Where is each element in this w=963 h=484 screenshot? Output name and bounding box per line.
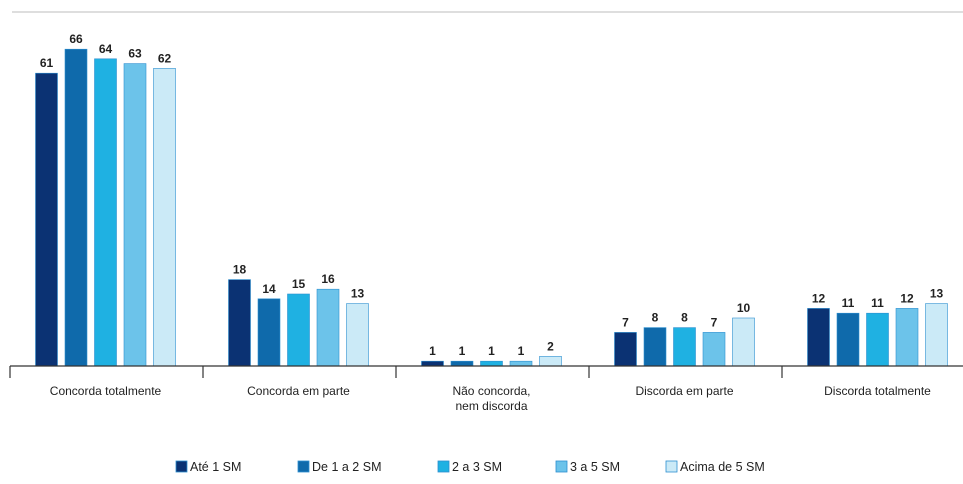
bar-3-3 bbox=[702, 332, 726, 367]
bar-4-4 bbox=[925, 303, 948, 367]
data-label-4-3: 12 bbox=[900, 291, 914, 305]
category-label-4: Discorda totalmente bbox=[824, 384, 931, 398]
legend-swatch-3 bbox=[555, 460, 568, 473]
legend: Até 1 SM De 1 a 2 SM 2 a 3 SM 3 a 5 SM Acima… bbox=[175, 460, 765, 474]
data-label-0-1: 66 bbox=[69, 32, 83, 46]
data-label-0-2: 64 bbox=[99, 42, 113, 56]
bar-0-4 bbox=[153, 68, 176, 367]
bar-1-1 bbox=[257, 298, 281, 367]
category-label-2-line0: Não concorda, bbox=[452, 384, 530, 398]
bar-3-0 bbox=[614, 332, 637, 367]
legend-label-1: De 1 a 2 SM bbox=[312, 460, 381, 474]
data-label-3-3: 7 bbox=[711, 315, 718, 329]
bar-2-3 bbox=[509, 360, 533, 367]
bar-4-2 bbox=[866, 312, 889, 367]
data-label-0-0: 61 bbox=[40, 56, 54, 70]
data-label-0-3: 63 bbox=[128, 47, 142, 61]
data-label-2-1: 1 bbox=[459, 344, 466, 358]
data-label-4-1: 11 bbox=[842, 296, 855, 310]
legend-swatch-1 bbox=[297, 460, 310, 473]
bar-2-1 bbox=[450, 360, 474, 367]
bar-4-0 bbox=[807, 308, 830, 367]
data-label-2-3: 1 bbox=[518, 344, 525, 358]
category-labels: Concorda totalmente Concorda em parte Não … bbox=[50, 384, 931, 413]
bar-0-3 bbox=[123, 63, 147, 367]
legend-swatch-2 bbox=[437, 460, 450, 473]
bar-1-4 bbox=[346, 303, 369, 367]
legend-label-4: Acima de 5 SM bbox=[680, 460, 765, 474]
data-label-2-2: 1 bbox=[488, 344, 495, 358]
legend-swatch-0 bbox=[175, 460, 188, 473]
data-label-1-4: 13 bbox=[351, 287, 365, 301]
data-label-2-0: 1 bbox=[429, 344, 436, 358]
data-label-1-2: 15 bbox=[292, 277, 306, 291]
bars-layer bbox=[35, 48, 948, 367]
data-label-4-4: 13 bbox=[930, 287, 944, 301]
bar-3-1 bbox=[643, 327, 667, 367]
bar-1-2 bbox=[287, 293, 310, 367]
bar-2-2 bbox=[480, 360, 503, 367]
category-label-2-line1: nem discorda bbox=[455, 399, 527, 413]
data-label-3-0: 7 bbox=[622, 315, 629, 329]
data-label-2-4: 2 bbox=[547, 339, 554, 353]
bar-0-0 bbox=[35, 72, 58, 367]
legend-swatch-4 bbox=[665, 460, 678, 473]
data-label-1-1: 14 bbox=[262, 282, 276, 296]
category-label-1: Concorda em parte bbox=[247, 384, 350, 398]
data-label-3-2: 8 bbox=[681, 311, 688, 325]
legend-label-3: 3 a 5 SM bbox=[570, 460, 620, 474]
bar-3-2 bbox=[673, 327, 696, 367]
bar-0-1 bbox=[64, 48, 88, 367]
data-label-1-0: 18 bbox=[233, 263, 247, 277]
bar-1-3 bbox=[316, 288, 340, 367]
bar-3-4 bbox=[732, 317, 755, 367]
legend-label-2: 2 a 3 SM bbox=[452, 460, 502, 474]
data-label-3-1: 8 bbox=[652, 311, 659, 325]
bar-1-0 bbox=[228, 279, 251, 367]
data-label-1-3: 16 bbox=[321, 272, 335, 286]
bar-2-0 bbox=[421, 360, 444, 367]
data-label-4-0: 12 bbox=[812, 291, 826, 305]
x-axis bbox=[9, 365, 963, 378]
bar-4-1 bbox=[836, 312, 860, 367]
data-label-4-2: 11 bbox=[871, 296, 884, 310]
data-label-0-4: 62 bbox=[158, 51, 172, 65]
bar-0-2 bbox=[94, 58, 117, 367]
bar-2-4 bbox=[539, 356, 562, 367]
legend-label-0: Até 1 SM bbox=[190, 460, 241, 474]
category-label-0: Concorda totalmente bbox=[50, 384, 162, 398]
category-label-3: Discorda em parte bbox=[635, 384, 733, 398]
data-label-3-4: 10 bbox=[737, 301, 751, 315]
bar-4-3 bbox=[895, 308, 919, 367]
